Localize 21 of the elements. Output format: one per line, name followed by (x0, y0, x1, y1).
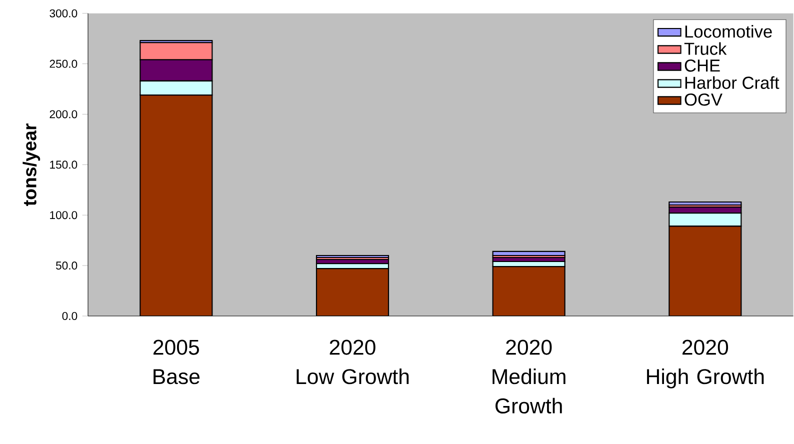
y-tick-label: 250.0 (50, 60, 78, 68)
x-tick-label: 2020 Medium Growth (492, 340, 566, 414)
bar (140, 94, 213, 316)
legend-label: Harbor Craft (685, 76, 780, 89)
y-tick-label: 50.0 (56, 262, 78, 270)
y-tick-label: 300.0 (50, 9, 78, 18)
legend-label: OGV (684, 93, 722, 106)
x-tick-label: 2020 Low Growth (296, 340, 409, 384)
y-tick-label: 0.0 (62, 312, 78, 320)
bar (668, 226, 742, 316)
y-tick-label: 150.0 (50, 160, 78, 169)
x-tick-label: 2005 Base (154, 340, 200, 384)
bar (316, 268, 390, 316)
legend-label: Truck (684, 42, 727, 55)
legend-label: Locomotive (685, 24, 772, 38)
y-tick-label: 200.0 (50, 110, 78, 118)
x-tick-label: 2020 High Growth (647, 340, 764, 388)
y-tick-label: 100.0 (50, 211, 78, 220)
legend-label: CHE (684, 59, 720, 72)
bar (492, 266, 566, 316)
y-axis-title: tons/year (22, 123, 40, 206)
